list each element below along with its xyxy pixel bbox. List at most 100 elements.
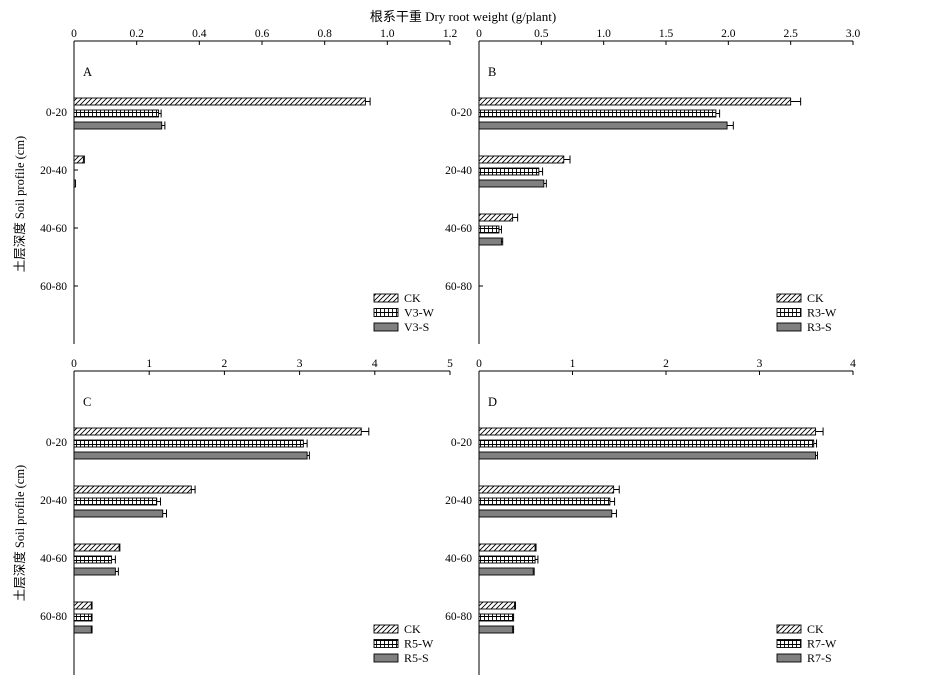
bar-r3-w [478,167,540,176]
left-axis-label-top: 土层深度 Soil profile (cm) [12,136,27,272]
top-axis-label: 根系干重 Dry root weight (g/plant) [370,9,556,24]
bar-v3-s [73,179,77,188]
panel-letter: B [488,65,496,79]
legend-label: R7-W [807,637,837,651]
panel-letter: C [83,395,91,409]
x-tick-label: 0.8 [317,28,332,40]
y-tick-label: 0-20 [46,107,67,119]
bar-ck [478,601,515,610]
y-tick-label: 60-80 [445,611,472,623]
x-tick-label: 1.0 [596,28,611,40]
y-tick-label: 20-40 [40,165,67,177]
legend-swatch [373,293,399,303]
bar-r7-w [478,613,514,622]
x-tick-label: 4 [372,358,378,370]
x-tick-label: 0 [476,358,482,370]
bar-r3-s [478,237,502,246]
x-tick-label: 0 [71,28,77,40]
bar-ck [73,97,366,106]
y-tick-label: 40-60 [445,553,472,565]
bar-r3-s [478,121,728,130]
bar-ck [73,601,92,610]
y-tick-label: 60-80 [445,281,472,293]
x-tick-label: 3 [757,358,763,370]
x-tick-label: 2.5 [783,28,798,40]
legend-swatch [776,293,802,303]
x-tick-label: 2.0 [721,28,736,40]
bar-ck [478,97,792,106]
x-tick-label: 2 [222,358,228,370]
panel-letter: D [488,395,497,409]
legend-swatch [373,322,399,332]
bar-r3-w [478,225,500,234]
y-tick-label: 40-60 [40,553,67,565]
x-tick-label: 4 [850,358,856,370]
bar-r5-s [73,567,116,576]
legend-label: V3-S [404,320,429,334]
bar-r5-w [73,613,92,622]
bar-r7-s [478,451,817,460]
x-tick-label: 1.0 [380,28,395,40]
bar-ck [478,485,615,494]
panel-a: 0 0.2 0.4 0.6 0.8 1.0 1.2 A 0-20 20-40 40-60 60-80 C… [40,28,457,344]
bar-r5-s [73,509,164,518]
bar-r7-s [478,567,534,576]
legend-label: R3-S [807,320,832,334]
bar-ck [478,213,514,222]
panel-b: 0 0.5 1.0 1.5 2.0 2.5 3.0 B 0-20 20-40 40-60 60-80 C… [445,28,860,344]
bar-ck [73,485,192,494]
x-tick-label: 3 [297,358,303,370]
left-axis-label-bottom: 土层深度 Soil profile (cm) [12,465,27,601]
bar-ck [73,543,120,552]
bar-v3-w [73,109,160,118]
y-tick-label: 20-40 [445,495,472,507]
legend-label: R5-W [404,637,434,651]
legend-swatch [776,308,802,317]
bar-ck [478,155,565,164]
x-tick-label: 0.5 [534,28,549,40]
x-tick-label: 5 [447,358,453,370]
bar-r7-s [478,509,613,518]
x-tick-label: 1.5 [659,28,674,40]
legend-label: R5-S [404,651,429,665]
x-tick-label: 2 [663,358,669,370]
legend-swatch [776,653,802,663]
bar-r7-s [478,625,514,634]
y-tick-label: 20-40 [445,165,472,177]
legend-swatch [373,653,399,663]
legend-label: CK [404,291,421,305]
bar-r7-w [478,555,536,564]
bar-r7-w [478,439,815,448]
x-tick-label: 0.2 [129,28,144,40]
legend-label: CK [807,291,824,305]
bar-v3-s [73,121,163,130]
y-tick-label: 0-20 [451,107,472,119]
legend-label: V3-W [404,306,435,320]
legend-swatch [776,322,802,332]
bar-r3-w [478,109,717,118]
x-tick-label: 1.2 [443,28,458,40]
bar-r7-w [478,497,611,506]
y-tick-label: 0-20 [46,437,67,449]
y-tick-label: 60-80 [40,281,67,293]
bar-ck [73,427,362,436]
x-tick-label: 3.0 [846,28,861,40]
panel-letter: A [83,65,92,79]
legend-label: CK [404,622,421,636]
bar-r5-w [73,497,158,506]
x-tick-label: 0 [476,28,482,40]
bar-r3-s [478,179,545,188]
bar-r5-s [73,451,308,460]
panels: 0 0.2 0.4 0.6 0.8 1.0 1.2 A 0-20 20-40 40-60 60-80 C… [40,28,860,675]
legend-label: R3-W [807,306,837,320]
x-tick-label: 0.4 [192,28,207,40]
bar-r5-s [73,625,92,634]
y-tick-label: 40-60 [445,223,472,235]
bar-r5-w [73,439,304,448]
legend-swatch [776,639,802,648]
bar-ck [478,427,817,436]
legend-swatch [373,639,399,648]
